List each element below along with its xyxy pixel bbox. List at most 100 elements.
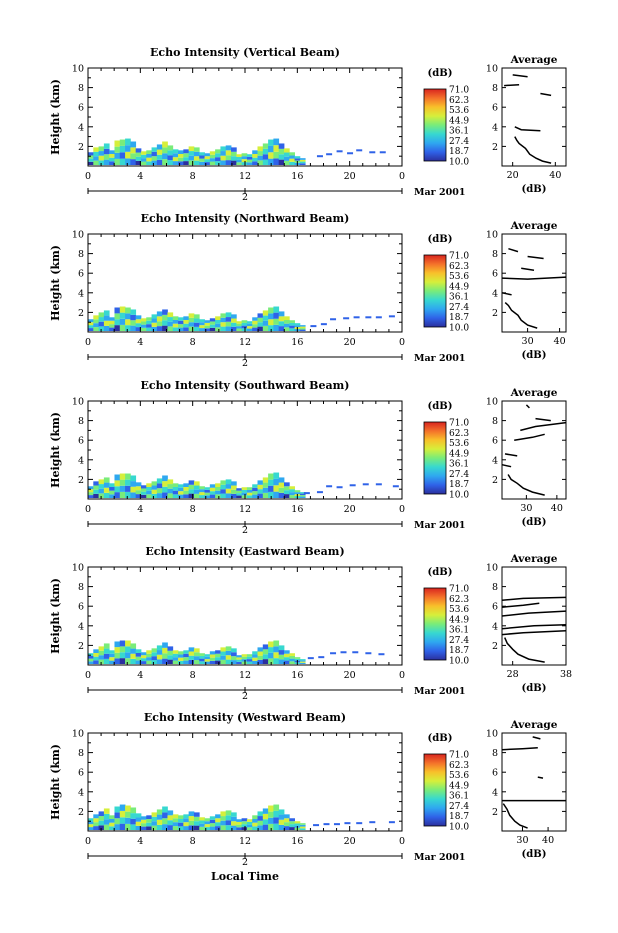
echo-cell	[268, 325, 274, 332]
echo-cell	[178, 487, 184, 492]
echo-cell	[98, 488, 105, 494]
echo-cell	[98, 312, 105, 318]
echo-cell	[98, 479, 105, 485]
echo-cell	[268, 313, 274, 320]
echo-cell	[199, 152, 205, 156]
echo-cell	[209, 660, 216, 665]
echo-cell	[98, 326, 105, 332]
echo-cell	[215, 650, 221, 654]
echo-cell	[178, 153, 184, 158]
echo-cell	[283, 660, 290, 665]
echo-cell	[257, 317, 264, 323]
echo-cell	[209, 161, 216, 166]
average-segment	[525, 404, 530, 409]
echo-cell	[156, 654, 163, 660]
echo-cell	[236, 490, 243, 494]
echo-cell	[241, 654, 248, 657]
echo-cell	[252, 161, 258, 166]
colorbar-tick-label: 44.9	[449, 449, 469, 459]
echo-point	[326, 485, 333, 488]
day-label: 2	[242, 691, 248, 702]
x-tick-label: 8	[190, 504, 196, 515]
echo-cell	[283, 826, 290, 831]
colorbar-tick-label: 44.9	[449, 781, 469, 791]
echo-cell	[246, 154, 253, 157]
echo-cell	[225, 655, 232, 660]
colorbar-tick-label: 44.9	[449, 282, 469, 292]
echo-cell	[88, 658, 94, 662]
echo-cell	[156, 809, 163, 815]
y-tick-label: 4	[78, 621, 84, 632]
average-y-tick-label: 6	[492, 768, 498, 779]
echo-cell	[204, 492, 211, 496]
echo-cell	[162, 141, 168, 148]
echo-cell	[236, 661, 243, 665]
average-segment	[501, 602, 540, 608]
x-tick-label: 20	[344, 836, 356, 847]
echo-cell	[93, 652, 99, 657]
echo-cell	[167, 493, 174, 499]
x-tick-label: 8	[190, 836, 196, 847]
echo-cell	[140, 161, 147, 166]
echo-cell	[167, 326, 174, 332]
echo-cell	[257, 655, 264, 660]
echo-cell	[215, 486, 221, 491]
echo-cell	[268, 647, 274, 653]
echo-cell	[103, 808, 110, 814]
echo-cell	[278, 154, 285, 160]
echo-cell	[93, 656, 99, 661]
echo-cell	[283, 822, 290, 827]
average-y-tick-label: 2	[492, 475, 498, 486]
y-tick-label: 6	[78, 602, 84, 613]
echo-cell	[209, 158, 216, 162]
average-segment	[501, 463, 512, 468]
echo-cell	[146, 826, 152, 831]
echo-cell	[172, 316, 179, 320]
echo-cell	[172, 157, 179, 162]
average-y-tick-label: 8	[492, 83, 498, 94]
echo-cell	[299, 163, 306, 166]
average-y-tick-label: 10	[486, 64, 498, 75]
echo-cell	[231, 656, 237, 661]
echo-cell	[151, 322, 158, 327]
echo-cell	[140, 823, 147, 827]
echo-cell	[188, 155, 195, 161]
echo-cell	[119, 145, 126, 153]
echo-cell	[114, 325, 121, 332]
echo-cell	[162, 159, 168, 166]
echo-cell	[162, 824, 168, 831]
echo-cell	[257, 480, 264, 485]
echo-cell	[156, 321, 163, 327]
echo-point	[347, 152, 354, 155]
echo-cell	[241, 156, 248, 160]
echo-cell	[156, 493, 163, 499]
average-segment	[537, 776, 544, 779]
heatmap-echo	[88, 472, 399, 499]
colorbar	[423, 421, 447, 495]
echo-cell	[119, 479, 126, 486]
echo-cell	[199, 661, 205, 665]
echo-cell	[88, 158, 94, 162]
echo-cell	[93, 151, 99, 157]
y-tick-label: 4	[78, 455, 84, 466]
echo-cell	[162, 642, 168, 648]
echo-cell	[241, 492, 248, 496]
echo-cell	[204, 821, 211, 825]
echo-cell	[241, 661, 248, 665]
echo-cell	[151, 660, 158, 665]
echo-cell	[220, 825, 227, 831]
echo-cell	[98, 155, 105, 161]
y-tick-label: 2	[78, 308, 84, 319]
echo-cell	[140, 154, 147, 159]
echo-cell	[215, 327, 221, 332]
echo-cell	[109, 815, 115, 819]
echo-cell	[146, 486, 152, 491]
echo-cell	[146, 490, 152, 495]
echo-cell	[183, 494, 190, 499]
average-title: Average	[510, 719, 558, 731]
echo-cell	[273, 652, 280, 659]
echo-cell	[220, 146, 227, 152]
echo-cell	[268, 823, 274, 831]
echo-cell	[151, 326, 158, 332]
average-y-tick-label: 6	[492, 269, 498, 280]
